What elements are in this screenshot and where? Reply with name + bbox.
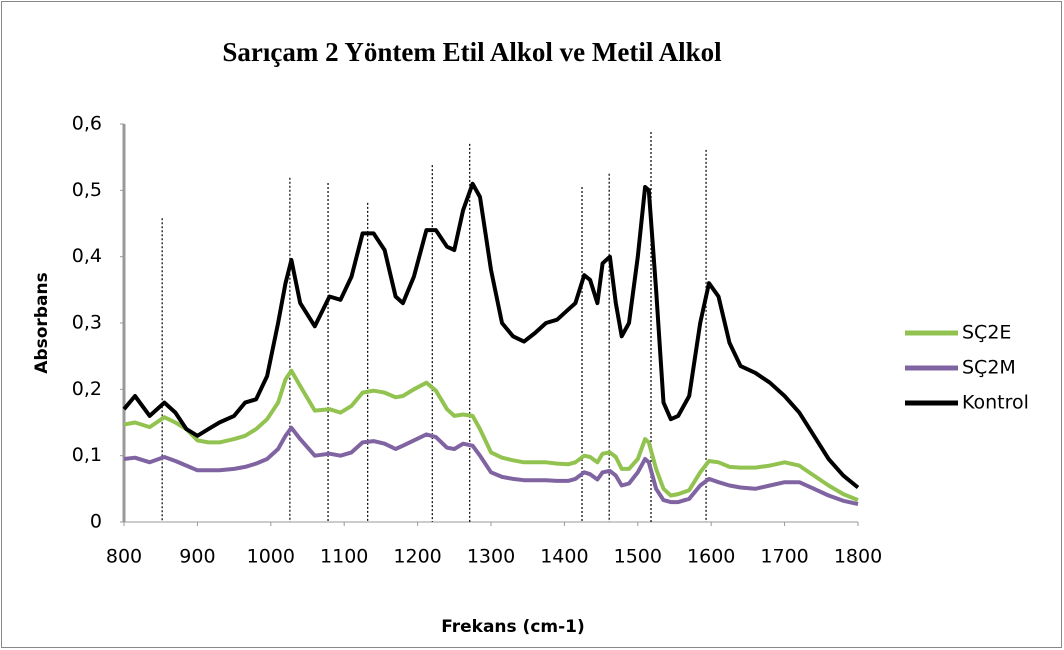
x-tick-label: 900 [179,546,215,568]
x-tick-label: 1500 [614,546,662,568]
x-tick-label: 1200 [393,546,441,568]
y-tick-label: 0,5 [72,179,102,201]
x-tick-label: 1700 [760,546,808,568]
y-tick-label: 0,6 [72,113,102,135]
x-tick-label: 1600 [687,546,735,568]
chart-title: Sarıçam 2 Yöntem Etil Alkol ve Metil Alk… [222,37,722,67]
x-tick-label: 800 [106,546,142,568]
data-line [122,181,860,490]
y-axis-label: Absorbans [32,272,52,373]
x-tick-label: 1300 [467,546,515,568]
legend-label: SÇ2E [962,322,1011,344]
legend-label: SÇ2M [962,357,1016,379]
x-tick-label: 1400 [540,546,588,568]
y-tick-label: 0 [90,511,102,533]
x-tick-label: 1800 [834,546,882,568]
y-tick-label: 0,4 [72,245,102,267]
y-tick-label: 0,2 [72,378,102,400]
data-line [123,425,859,507]
y-tick-label: 0,3 [72,312,102,334]
data-line [123,368,859,502]
x-tick-label: 1100 [320,546,368,568]
y-tick-label: 0,1 [72,444,102,466]
x-axis-label: Frekans (cm-1) [441,617,585,637]
legend-label: Kontrol [962,392,1029,414]
x-tick-label: 1000 [247,546,295,568]
